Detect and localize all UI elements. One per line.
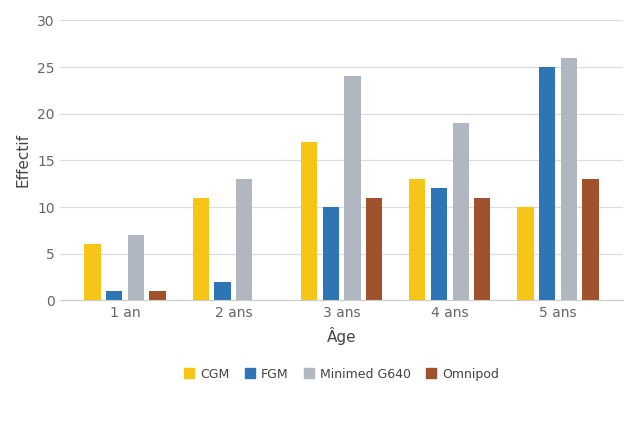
- Bar: [236, 179, 252, 300]
- Bar: [366, 198, 382, 300]
- Legend: CGM, FGM, Minimed G640, Omnipod: CGM, FGM, Minimed G640, Omnipod: [179, 362, 504, 385]
- Bar: [539, 67, 555, 300]
- X-axis label: Âge: Âge: [327, 327, 357, 345]
- Bar: [452, 123, 469, 300]
- Bar: [431, 188, 447, 300]
- Bar: [128, 235, 144, 300]
- Bar: [193, 198, 209, 300]
- Bar: [84, 244, 101, 300]
- Bar: [149, 291, 166, 300]
- Bar: [409, 179, 426, 300]
- Bar: [582, 179, 598, 300]
- Bar: [214, 281, 230, 300]
- Bar: [517, 207, 534, 300]
- Bar: [323, 207, 339, 300]
- Bar: [301, 142, 317, 300]
- Bar: [474, 198, 491, 300]
- Bar: [106, 291, 122, 300]
- Bar: [345, 76, 360, 300]
- Y-axis label: Effectif: Effectif: [15, 133, 30, 187]
- Bar: [561, 58, 577, 300]
